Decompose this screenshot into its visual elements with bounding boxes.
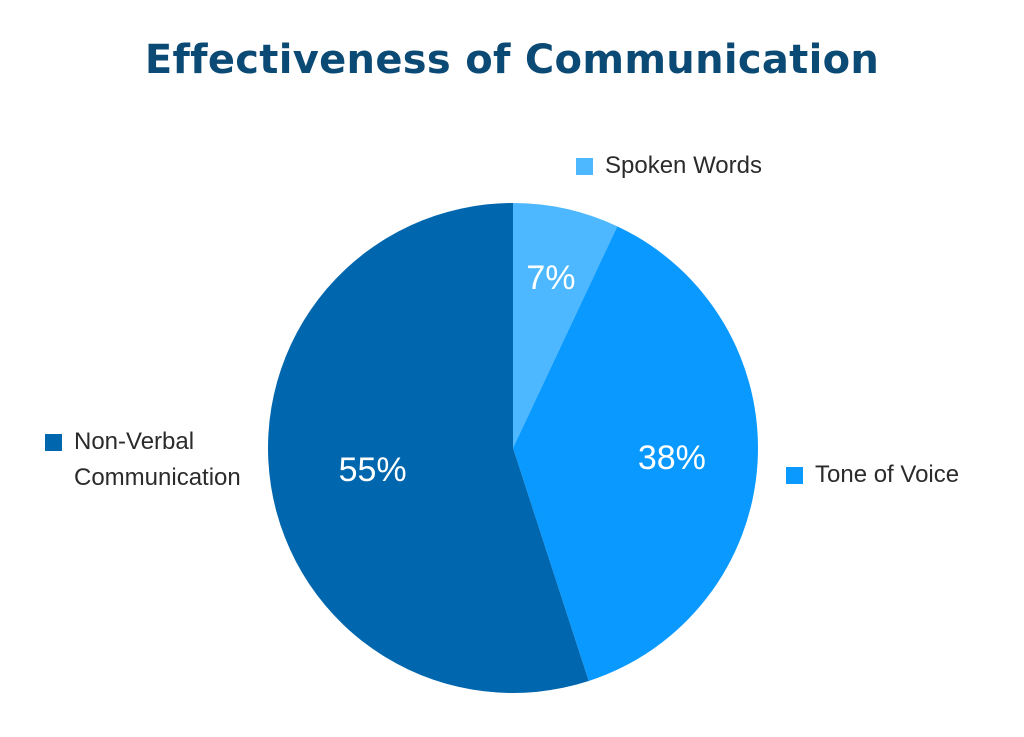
legend-item-non-verbal: Non-Verbal Communication [45, 424, 241, 496]
legend-swatch-spoken-words [576, 158, 593, 175]
pie-slice-tone-of-voice [513, 226, 759, 682]
pie-slice-spoken-words [513, 203, 618, 448]
legend-label-spoken-words: Spoken Words [605, 152, 762, 179]
pie-slice-labels: 7% 38% 55% [339, 259, 706, 489]
pie-slices [268, 203, 759, 693]
pie-slice-label-tone-of-voice: 38% [638, 439, 706, 477]
legend-item-spoken-words: Spoken Words [576, 148, 762, 184]
pie-slice-label-non-verbal-communication: 55% [339, 451, 407, 489]
pie-slice-non-verbal-communication [268, 203, 589, 693]
legend-swatch-tone-of-voice [786, 467, 803, 484]
legend-item-tone-of-voice: Tone of Voice [786, 457, 959, 493]
chart-title: Effectiveness of Communication [144, 37, 880, 83]
legend-label-tone-of-voice: Tone of Voice [815, 461, 960, 488]
legend-swatch-non-verbal [45, 434, 62, 451]
legend-label-non-verbal: Non-Verbal Communication [74, 428, 241, 491]
pie-slice-label-spoken-words: 7% [526, 259, 575, 297]
